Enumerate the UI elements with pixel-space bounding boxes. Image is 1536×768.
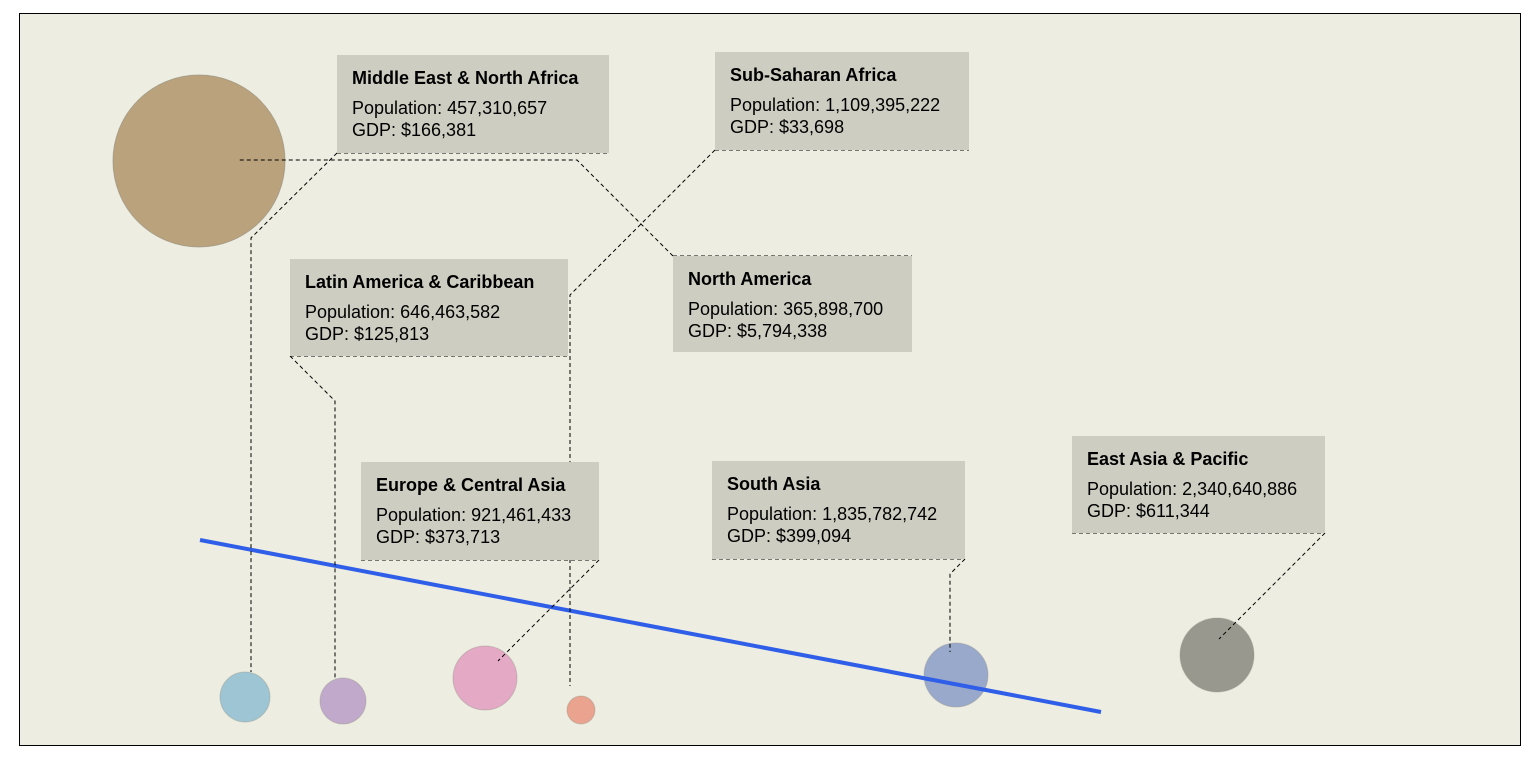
data-label: Sub-Saharan Africa Population: 1,109,395,2… [715, 52, 969, 150]
data-label-value: $611,344 [1136, 501, 1210, 521]
data-label: South Asia Population: 1,835,782,742 GDP: $3… [712, 461, 965, 559]
data-label-key: Population: [730, 95, 821, 115]
data-label-value: 1,835,782,742 [822, 504, 938, 524]
data-label-value: $125,813 [354, 324, 430, 344]
leader-line [1218, 532, 1326, 640]
bubble-east-asia-pacific [1179, 617, 1255, 693]
data-label-population: Population: 1,109,395,222 [730, 94, 954, 116]
bubble-unlabeled [219, 671, 271, 723]
data-label-key: GDP: [730, 117, 775, 137]
bubble-north-america [112, 74, 286, 248]
leader-line [569, 149, 716, 686]
data-label-key: Population: [352, 98, 443, 118]
data-label-name: North America [688, 269, 812, 289]
data-label-key: GDP: [688, 321, 733, 341]
data-label-value: $166,381 [401, 120, 477, 140]
data-label-value: 457,310,657 [447, 98, 548, 118]
data-label-population: Population: 1,835,782,742 [727, 503, 950, 525]
data-label-value: 2,340,640,886 [1182, 479, 1298, 499]
data-label-value: 646,463,582 [400, 302, 501, 322]
data-label-key: Population: [305, 302, 396, 322]
data-label-name: Sub-Saharan Africa [730, 65, 897, 85]
data-label-value: 1,109,395,222 [825, 95, 941, 115]
data-label-key: GDP: [305, 324, 350, 344]
data-label-key: Population: [1087, 479, 1178, 499]
data-label-value: $5,794,338 [737, 321, 828, 341]
data-label-value: 365,898,700 [783, 299, 884, 319]
data-label-key: Population: [727, 504, 818, 524]
data-label-gdp: GDP: $399,094 [727, 525, 950, 547]
data-label-key: GDP: [352, 120, 397, 140]
bubble-europe-central-asia [452, 645, 518, 711]
data-label: Europe & Central Asia Population: 921,461,… [361, 462, 599, 560]
data-label-population: Population: 365,898,700 [688, 298, 897, 320]
data-label-value: $373,713 [425, 527, 501, 547]
leader-line [289, 355, 336, 680]
data-label: North America Population: 365,898,700 GDP: $… [673, 256, 912, 352]
data-label-name: South Asia [727, 474, 821, 494]
data-label-gdp: GDP: $33,698 [730, 116, 954, 138]
bubble-latin-america-caribbean [319, 677, 367, 725]
data-label-name: Middle East & North Africa [352, 68, 579, 88]
data-label-key: Population: [688, 299, 779, 319]
data-label-population: Population: 457,310,657 [352, 97, 594, 119]
data-label-population: Population: 2,340,640,886 [1087, 478, 1310, 500]
data-label-key: GDP: [727, 526, 772, 546]
data-label-gdp: GDP: $611,344 [1087, 500, 1310, 522]
data-label-name: Europe & Central Asia [376, 475, 566, 495]
data-label-population: Population: 921,461,433 [376, 504, 584, 526]
data-label-value: $399,094 [776, 526, 852, 546]
data-label: East Asia & Pacific Population: 2,340,640,… [1072, 436, 1325, 533]
trend-line [199, 538, 1102, 714]
bubble-sub-saharan-africa [566, 695, 596, 725]
data-label-population: Population: 646,463,582 [305, 301, 553, 323]
data-label-gdp: GDP: $373,713 [376, 526, 584, 548]
data-label: Middle East & North Africa Population: 457… [337, 55, 609, 153]
leader-line [497, 559, 600, 662]
leader-line [250, 152, 338, 672]
leader-line [949, 558, 966, 652]
data-label-key: Population: [376, 505, 467, 525]
data-label-gdp: GDP: $166,381 [352, 119, 594, 141]
data-label-gdp: GDP: $125,813 [305, 323, 553, 345]
data-label-key: GDP: [376, 527, 421, 547]
data-label-name: East Asia & Pacific [1087, 449, 1249, 469]
data-label-name: Latin America & Caribbean [305, 272, 535, 292]
data-label-value: 921,461,433 [471, 505, 572, 525]
data-label-value: $33,698 [779, 117, 845, 137]
data-label-gdp: GDP: $5,794,338 [688, 320, 897, 342]
data-label-key: GDP: [1087, 501, 1132, 521]
leader-line [238, 159, 674, 257]
data-label: Latin America & Caribbean Population: 646,… [290, 259, 568, 356]
bubble-south-asia [923, 642, 989, 708]
